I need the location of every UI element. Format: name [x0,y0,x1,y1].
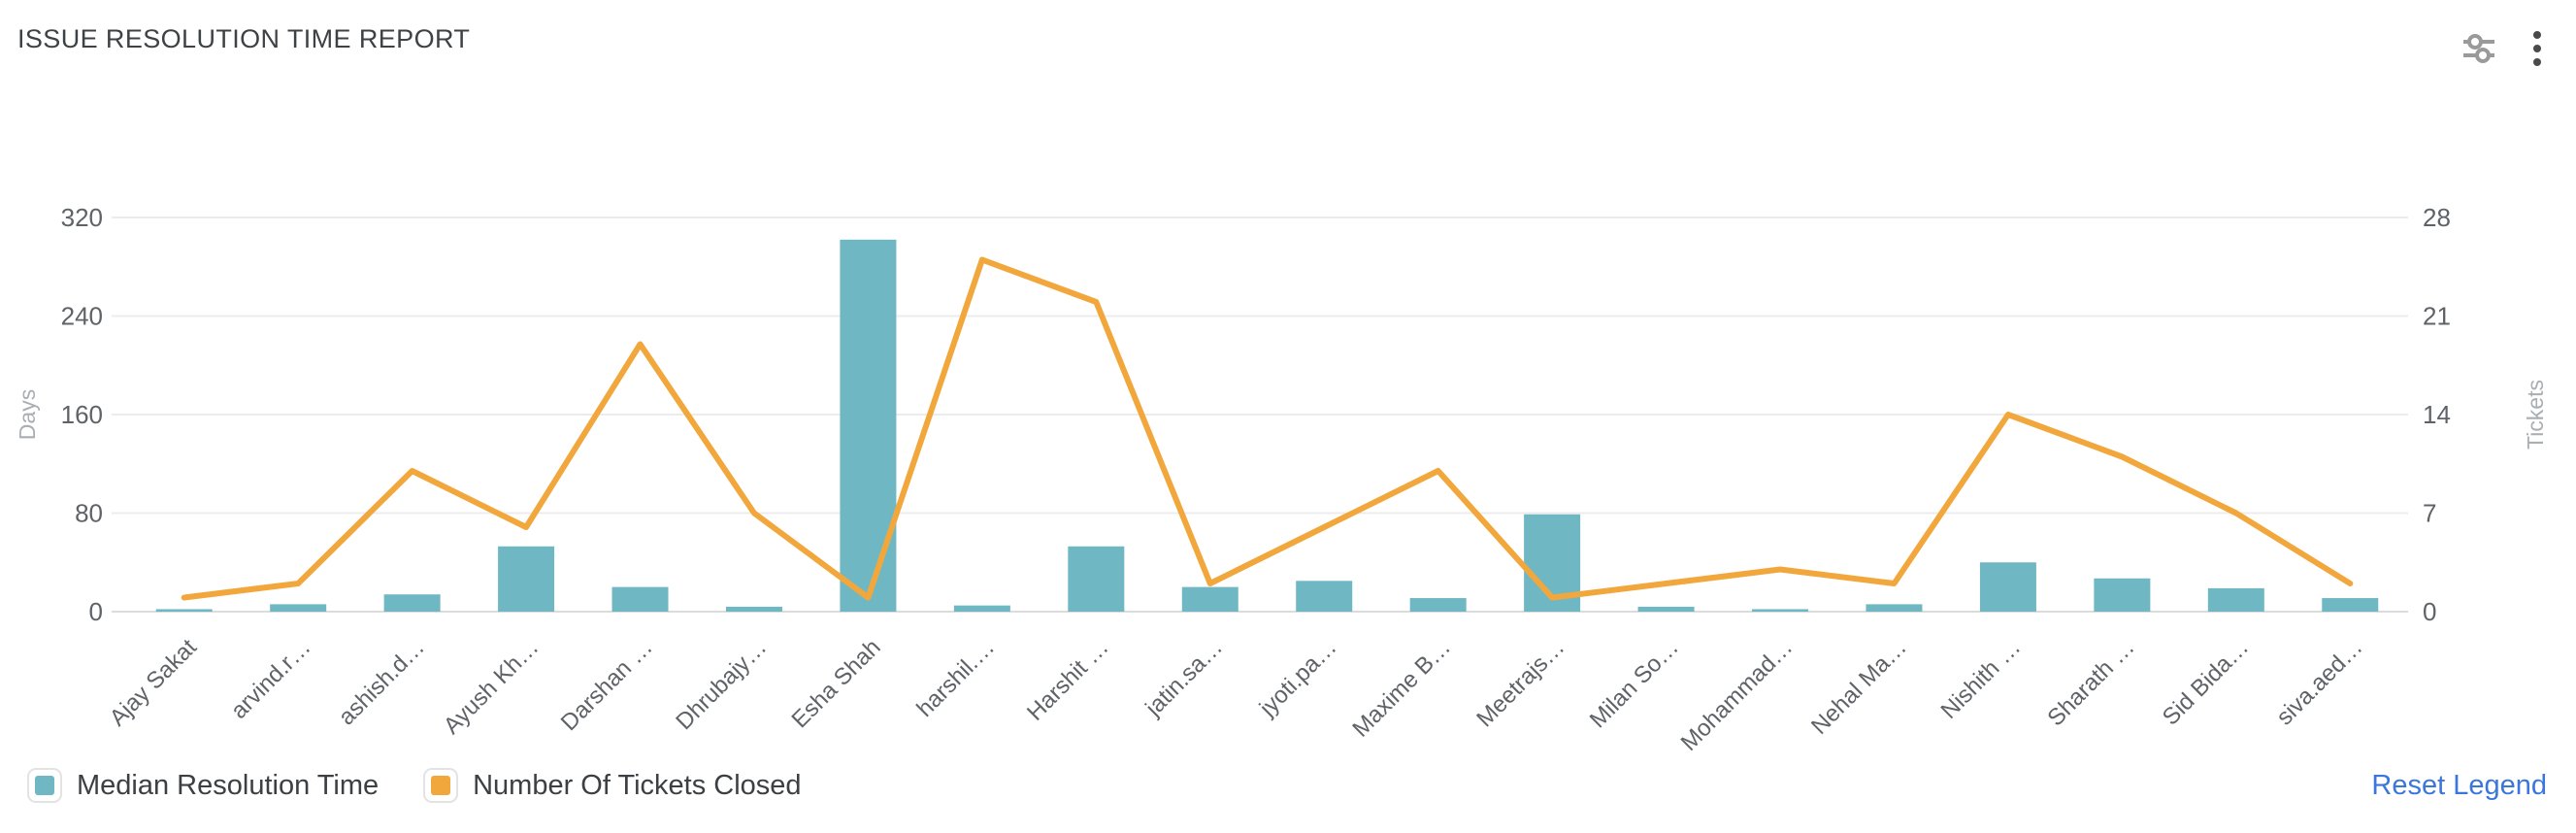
x-axis-label-Milan So…: Milan So… [1585,634,1684,733]
left-axis-tick-label: 160 [61,400,103,429]
right-axis-tick-label: 7 [2423,499,2436,528]
x-axis-label-Sharath …: Sharath … [2042,634,2139,731]
line-series-legend-marker-icon [423,768,459,803]
reset-legend-link[interactable]: Reset Legend [2371,769,2547,801]
x-axis-label-Meetrajs…: Meetrajs… [1471,634,1569,732]
right-axis-tick-label: 14 [2423,400,2451,429]
bar-Milan So…[interactable] [1637,606,1695,612]
x-axis-label-harshil.…: harshil.… [911,634,1000,722]
bar-series-swatch [35,776,54,795]
left-axis-tick-label: 240 [61,302,103,331]
right-axis-name: Tickets [2523,380,2548,450]
x-axis-label-Ayush Kh…: Ayush Kh… [439,634,544,739]
x-axis-label-jyoti.pa…: jyoti.pa… [1254,634,1342,722]
x-axis-label-Maxime B…: Maxime B… [1347,634,1456,743]
x-axis-label-Harshit …: Harshit … [1022,634,1114,726]
legend-item-label: Number Of Tickets Closed [473,769,802,801]
bar-Nishith …[interactable] [1979,562,2036,612]
x-axis-category-labels: Ajay Sakat arvind.r… ashish.d… Ayush Kh… Dar… [105,634,2368,756]
y-axis-names: Days Tickets [15,380,2548,450]
left-axis-tick-label: 320 [61,203,103,232]
x-axis-label-jatin.sa…: jatin.sa… [1139,634,1228,722]
right-axis-tick-label: 28 [2423,203,2451,232]
chart-more-menu-button[interactable] [2527,25,2547,75]
kebab-menu-icon [2531,29,2543,71]
bar-Dhrubajy…[interactable] [725,606,782,612]
x-axis-label-Ajay Sakat: Ajay Sakat [105,634,202,731]
x-axis-label-ashish.d…: ashish.d… [334,634,430,730]
header-actions [2458,25,2547,75]
x-axis-label-Dhrubajy…: Dhrubajy… [671,634,772,735]
bar-Nehal Ma…[interactable] [1866,604,1923,612]
legend-item-number-of-tickets-closed[interactable]: Number Of Tickets Closed [423,768,802,803]
bar-siva.aed…[interactable] [2322,598,2379,612]
bar-jatin.sa…[interactable] [1181,586,1238,612]
bar-Maxime B…[interactable] [1409,598,1467,612]
x-axis-label-arvind.r…: arvind.r… [226,634,316,724]
x-axis-label-Mohammad…: Mohammad… [1676,634,1799,756]
x-axis-label-siva.aed…: siva.aed… [2271,634,2367,730]
x-axis-label-Nishith …: Nishith … [1936,634,2027,724]
issue-resolution-time-chart[interactable]: 0 0 80 7 160 14 240 21 320 28 Days Tickets Ajay Saka… [0,107,2576,786]
right-axis-tick-label: 21 [2423,302,2451,331]
bar-ashish.d…[interactable] [383,594,441,612]
tickets-closed-line[interactable] [181,256,2354,601]
bar-Ayush Kh…[interactable] [498,546,555,612]
y-axis-tick-labels: 0 0 80 7 160 14 240 21 320 28 [61,203,2451,626]
x-axis-label-Darshan …: Darshan … [556,634,658,736]
bar-series-legend-marker-icon [27,768,62,803]
bar-Sid Bida…[interactable] [2207,587,2264,612]
line-series-number-of-tickets-closed [181,256,2354,601]
left-axis-name: Days [15,389,40,440]
bar-jyoti.pa…[interactable] [1296,581,1353,612]
right-axis-tick-label: 0 [2423,597,2436,626]
bar-harshil.…[interactable] [953,605,1010,612]
bar-Mohammad…[interactable] [1752,609,1809,612]
legend-item-median-resolution-time[interactable]: Median Resolution Time [27,768,379,803]
bar-arvind.r…[interactable] [270,604,327,612]
sliders-icon [2461,32,2496,68]
x-axis-label-Sid Bida…: Sid Bida… [2158,634,2254,730]
bar-Harshit …[interactable] [1068,546,1125,612]
card-header: ISSUE RESOLUTION TIME REPORT [0,0,2576,89]
chart-settings-button[interactable] [2458,28,2500,72]
line-series-swatch [431,776,451,795]
left-axis-tick-label: 80 [75,499,103,528]
legend-item-label: Median Resolution Time [77,769,380,801]
chart-legend: Median Resolution Time Number Of Tickets… [27,757,2547,814]
left-axis-tick-label: 0 [89,597,103,626]
gridlines [112,217,2408,613]
bar-Sharath …[interactable] [2094,578,2151,612]
legend-items: Median Resolution Time Number Of Tickets… [27,768,802,803]
report-title: ISSUE RESOLUTION TIME REPORT [17,24,471,53]
bar-Esha Shah[interactable] [840,239,897,612]
bar-Ajay Sakat[interactable] [155,609,213,612]
x-axis-label-Nehal Ma…: Nehal Ma… [1806,634,1912,740]
x-axis-label-Esha Shah: Esha Shah [787,634,886,733]
bar-Darshan …[interactable] [611,586,669,612]
